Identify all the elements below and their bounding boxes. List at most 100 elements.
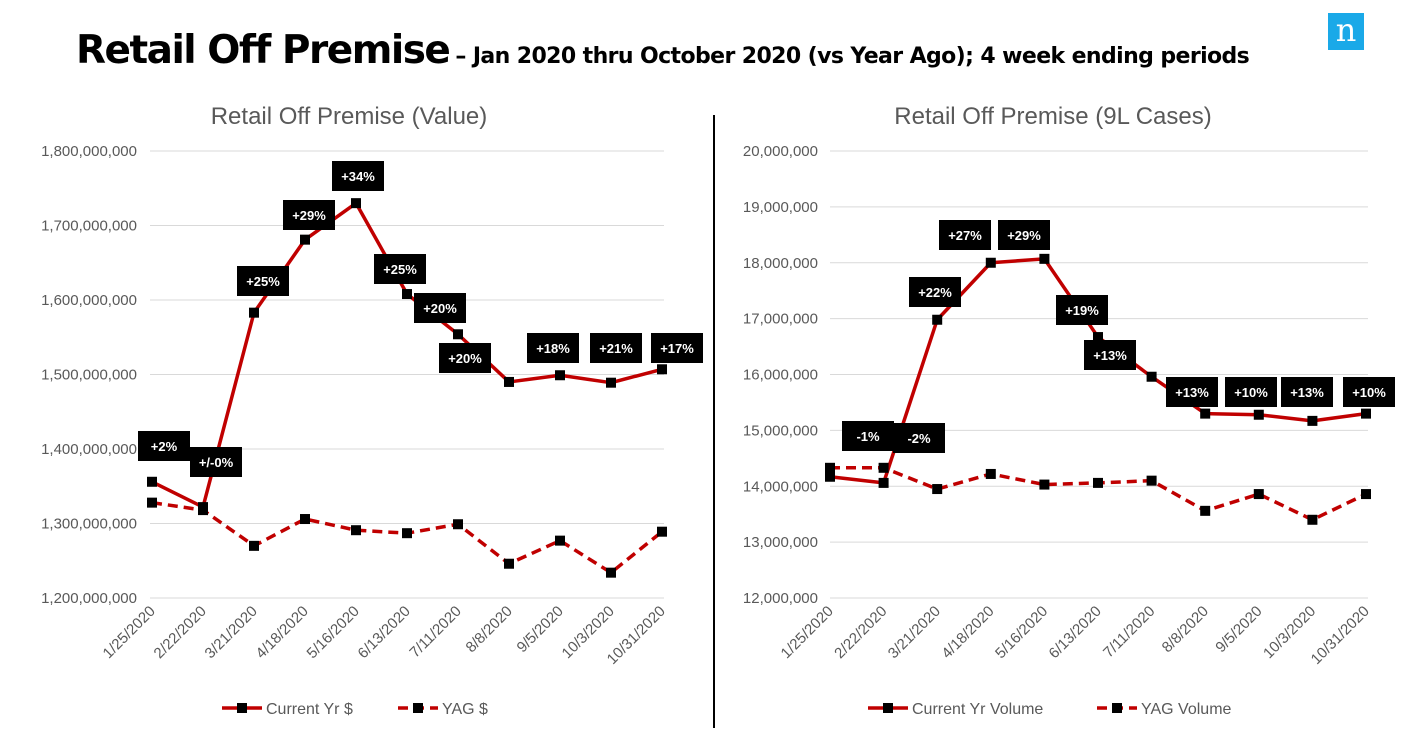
y-tick-label: 18,000,000 [743, 255, 818, 272]
data-label-box [190, 447, 242, 477]
data-point-marker [1253, 409, 1264, 420]
data-label: -1% [856, 429, 880, 444]
data-point-marker [657, 526, 667, 537]
x-tick-label: 5/16/2020 [992, 603, 1051, 662]
data-label: +13% [1093, 348, 1127, 363]
y-tick-label: 15,000,000 [743, 422, 818, 439]
data-point-marker [985, 468, 996, 479]
data-label: +29% [1007, 228, 1041, 243]
data-point-marker [932, 314, 943, 325]
data-point-marker [825, 471, 835, 482]
data-label: +20% [448, 351, 482, 366]
data-point-marker [402, 289, 412, 300]
data-label-box [1225, 377, 1277, 407]
y-tick-label: 1,800,000,000 [41, 143, 137, 160]
data-point-marker [555, 370, 565, 381]
data-label-box [374, 254, 426, 284]
legend-label: YAG $ [442, 701, 488, 718]
x-tick-label: 6/13/2020 [355, 603, 414, 662]
y-tick-label: 1,600,000,000 [41, 292, 137, 309]
x-tick-label: 8/8/2020 [1159, 603, 1212, 656]
data-label: +25% [246, 274, 280, 289]
y-tick-label: 12,000,000 [743, 590, 818, 607]
x-tick-label: 7/11/2020 [1100, 603, 1158, 661]
legend-marker [883, 703, 893, 713]
y-tick-label: 1,200,000,000 [41, 590, 137, 607]
data-point-marker [1307, 415, 1318, 426]
y-tick-label: 13,000,000 [743, 534, 818, 551]
data-label-box [651, 333, 703, 363]
data-label-box [1166, 377, 1218, 407]
data-point-marker [878, 462, 889, 473]
data-point-marker [351, 198, 361, 209]
data-label: +10% [1234, 385, 1268, 400]
data-point-marker [1200, 408, 1211, 419]
data-point-marker [606, 377, 616, 388]
data-label-box [527, 333, 579, 363]
data-point-marker [453, 519, 463, 530]
data-label: +29% [292, 208, 326, 223]
data-point-marker [1253, 489, 1264, 500]
legend-label: Current Yr $ [266, 701, 353, 718]
x-tick-label: 7/11/2020 [406, 603, 464, 661]
x-tick-label: 1/25/2020 [778, 603, 837, 662]
x-tick-label: 5/16/2020 [304, 603, 363, 662]
page-title: Retail Off Premise – Jan 2020 thru Octobe… [76, 28, 1250, 73]
data-label-box [1056, 295, 1108, 325]
data-point-marker [147, 497, 157, 508]
data-label: +13% [1290, 385, 1324, 400]
x-tick-label: 4/18/2020 [253, 603, 312, 662]
data-point-marker [1146, 371, 1157, 382]
data-point-marker [1361, 489, 1371, 500]
chart-title: Retail Off Premise (9L Cases) [894, 103, 1211, 130]
x-tick-label: 2/22/2020 [151, 603, 210, 662]
data-point-marker [878, 477, 889, 488]
data-point-marker [402, 528, 412, 539]
legend-label: Current Yr Volume [912, 701, 1043, 718]
data-label-box [237, 266, 289, 296]
title-main: Retail Off Premise [76, 28, 451, 73]
y-tick-label: 1,700,000,000 [41, 218, 137, 235]
data-label: -2% [907, 431, 931, 446]
data-point-marker [504, 376, 514, 387]
y-tick-label: 1,300,000,000 [41, 516, 137, 533]
x-tick-label: 2/22/2020 [831, 603, 890, 662]
y-tick-label: 20,000,000 [743, 143, 818, 160]
x-tick-label: 10/31/2020 [1308, 603, 1373, 668]
data-point-marker [657, 364, 667, 375]
data-point-marker [555, 535, 565, 546]
data-label: +20% [423, 301, 457, 316]
data-point-marker [300, 514, 310, 525]
y-tick-label: 14,000,000 [743, 478, 818, 495]
nielsen-logo: n [1328, 13, 1364, 50]
data-label: +17% [660, 341, 694, 356]
legend-marker [413, 703, 423, 713]
data-label: +18% [536, 341, 570, 356]
data-label-box [893, 423, 945, 453]
y-tick-label: 16,000,000 [743, 367, 818, 384]
data-label-box [138, 431, 190, 461]
data-point-marker [1093, 332, 1103, 343]
legend-marker [237, 703, 247, 713]
data-label: +21% [599, 341, 633, 356]
legend-marker [1112, 703, 1122, 713]
data-label: +/-0% [199, 455, 234, 470]
x-tick-label: 8/8/2020 [463, 603, 516, 656]
y-tick-label: 19,000,000 [743, 199, 818, 216]
x-tick-label: 9/5/2020 [1212, 603, 1265, 656]
data-point-marker [300, 234, 310, 245]
data-point-marker [351, 525, 361, 536]
x-tick-label: 9/5/2020 [514, 603, 567, 656]
data-label: +10% [1352, 385, 1386, 400]
data-label: +34% [341, 169, 375, 184]
data-label: +22% [918, 285, 952, 300]
data-point-marker [249, 307, 259, 318]
data-point-marker [1039, 479, 1050, 490]
data-point-marker [1200, 505, 1211, 516]
data-point-marker [453, 329, 463, 340]
series-line-yag-volume [830, 466, 1367, 522]
data-label-box [998, 220, 1050, 250]
data-point-marker [932, 484, 943, 495]
data-point-marker [1039, 253, 1050, 264]
